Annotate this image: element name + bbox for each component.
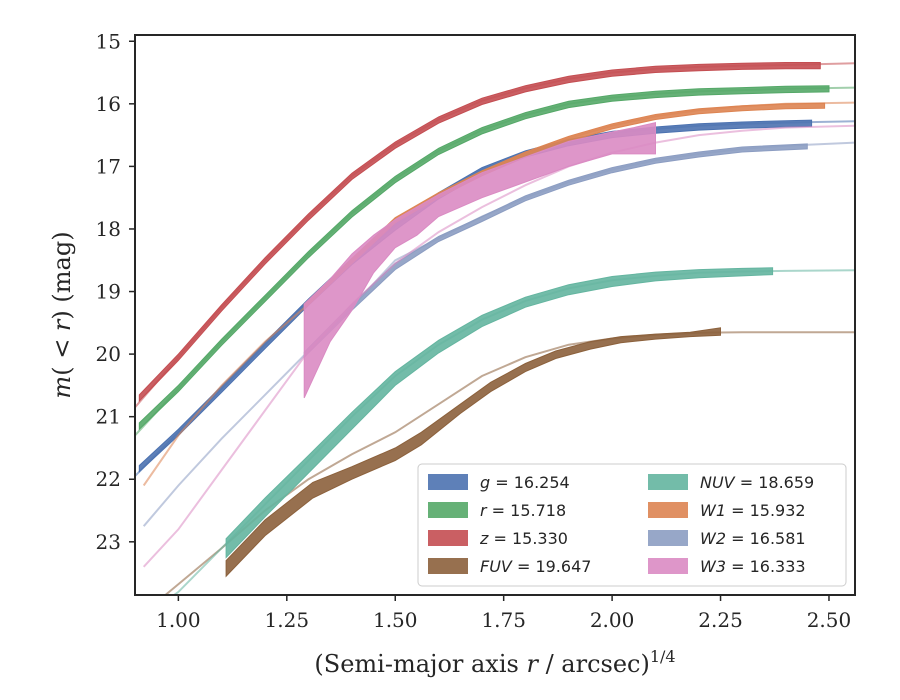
band-w2 bbox=[303, 143, 808, 359]
legend-label-w3: W3 = 16.333 bbox=[700, 557, 806, 576]
legend-swatch-w2 bbox=[648, 530, 688, 546]
legend: g = 16.254 r = 15.718 z = 15.330 FUV = 19.6… bbox=[417, 463, 847, 587]
x-tick-label: 2.50 bbox=[807, 608, 852, 632]
legend-swatch-g bbox=[428, 474, 468, 490]
band-w3 bbox=[303, 121, 656, 399]
legend-swatch-fuv bbox=[428, 558, 468, 574]
x-tick-label: 1.75 bbox=[481, 608, 526, 632]
legend-label-z: z = 15.330 bbox=[479, 529, 568, 548]
legend-frame bbox=[417, 463, 847, 587]
legend-swatch-w1 bbox=[648, 502, 688, 518]
y-tick-label: 15 bbox=[96, 29, 121, 53]
y-axis-label: m( < r) (mag) bbox=[48, 231, 76, 398]
legend-label-w2: W2 = 16.581 bbox=[700, 529, 806, 548]
x-tick-label: 1.25 bbox=[265, 608, 310, 632]
plot-area bbox=[135, 62, 855, 595]
legend-label-nuv: NUV = 18.659 bbox=[700, 473, 814, 492]
legend-label-g: g = 16.254 bbox=[480, 473, 570, 492]
x-axis: 1.00 1.25 1.50 1.75 2.00 2.25 2.50 bbox=[156, 595, 851, 632]
y-tick-label: 21 bbox=[96, 405, 121, 429]
plot-frame bbox=[134, 34, 856, 596]
legend-label-r: r = 15.718 bbox=[480, 501, 566, 520]
fit-curve-w3 bbox=[142, 124, 855, 568]
legend-swatch-nuv bbox=[648, 474, 688, 490]
x-tick-label: 1.00 bbox=[156, 608, 201, 632]
y-tick-label: 17 bbox=[96, 154, 121, 178]
y-tick-label: 18 bbox=[96, 217, 121, 241]
band-nuv bbox=[225, 267, 774, 559]
y-tick-label: 23 bbox=[96, 530, 121, 554]
legend-swatch-w3 bbox=[648, 558, 688, 574]
x-tick-label: 2.25 bbox=[698, 608, 743, 632]
y-tick-label: 20 bbox=[96, 342, 121, 366]
legend-label-fuv: FUV = 19.647 bbox=[480, 557, 591, 576]
y-tick-label: 22 bbox=[96, 467, 121, 491]
band-z bbox=[138, 62, 821, 403]
band-fuv bbox=[225, 327, 721, 578]
x-axis-label: (Semi-major axis r / arcsec)1/4 bbox=[314, 647, 675, 678]
y-axis: 15 16 17 18 19 20 21 22 23 bbox=[96, 29, 135, 554]
x-tick-label: 1.50 bbox=[373, 608, 418, 632]
legend-swatch-z bbox=[428, 530, 468, 546]
x-tick-label: 2.00 bbox=[590, 608, 635, 632]
y-tick-label: 16 bbox=[96, 92, 121, 116]
band-r bbox=[138, 85, 830, 431]
y-tick-label: 19 bbox=[96, 280, 121, 304]
legend-label-w1: W1 = 15.932 bbox=[700, 501, 806, 520]
legend-swatch-r bbox=[428, 502, 468, 518]
